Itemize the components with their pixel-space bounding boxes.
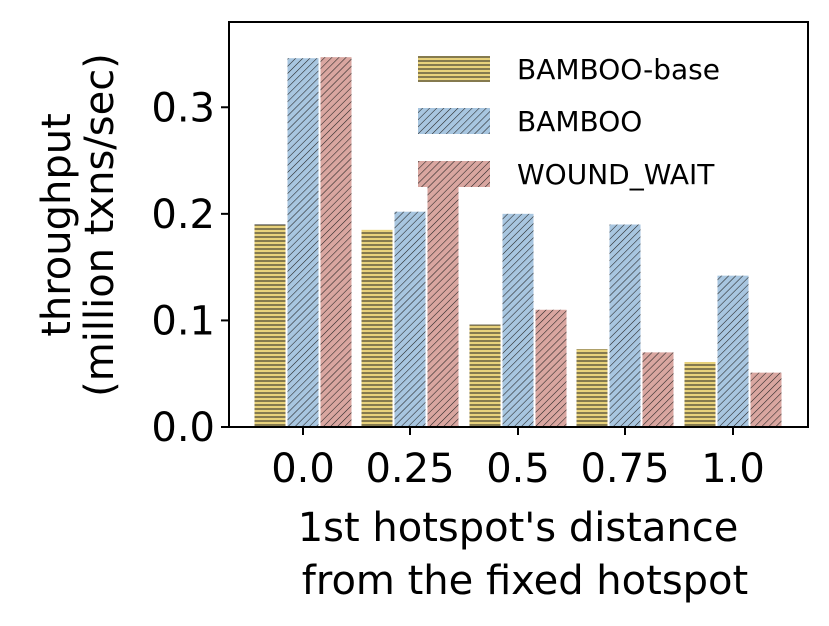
- legend-swatch-hatch: [418, 108, 490, 134]
- bar-hatch: [287, 58, 319, 427]
- x-axis-title: 1st hotspot's distance from the fixed ho…: [298, 505, 749, 604]
- bars-group: [254, 57, 782, 427]
- y-axis-title: throughput (million txns/sec): [34, 53, 123, 397]
- y-tick-label: 0.0: [151, 405, 215, 451]
- bar-hatch: [427, 169, 459, 427]
- bar-hatch: [684, 361, 716, 427]
- bar-hatch: [535, 309, 567, 427]
- x-tick-label: 0.25: [365, 446, 454, 492]
- bar-hatch: [254, 224, 286, 427]
- bar-hatch: [717, 275, 749, 427]
- bar-hatch: [609, 224, 641, 427]
- y-tick-label: 0.1: [151, 298, 215, 344]
- x-tick-label: 0.0: [271, 446, 335, 492]
- x-tick-label: 0.75: [580, 446, 669, 492]
- y-tick-label: 0.3: [151, 85, 215, 131]
- y-axis: 0.0 0.1 0.2 0.3: [151, 85, 229, 451]
- x-axis-title-line2: from the fixed hotspot: [302, 558, 748, 604]
- x-axis-title-line1: 1st hotspot's distance: [298, 505, 739, 551]
- legend-swatch-hatch: [418, 56, 490, 82]
- legend-swatch-hatch: [418, 161, 490, 187]
- x-axis: 0.0 0.25 0.5 0.75 1.0: [271, 427, 765, 492]
- y-axis-title-line1: throughput: [34, 113, 80, 337]
- y-axis-title-line2: (million txns/sec): [77, 53, 123, 397]
- y-tick-label: 0.2: [151, 192, 215, 238]
- legend-label: BAMBOO: [517, 105, 642, 138]
- x-tick-label: 1.0: [701, 446, 765, 492]
- bar-hatch: [576, 349, 608, 427]
- bar-hatch: [502, 213, 534, 427]
- legend-label: BAMBOO-base: [517, 53, 720, 86]
- legend: BAMBOO-base BAMBOO WOUND_WAIT: [418, 53, 720, 191]
- bar-hatch: [394, 211, 426, 427]
- bar-hatch: [642, 352, 674, 427]
- bar-hatch: [320, 57, 352, 427]
- bar-hatch: [750, 372, 782, 427]
- bar-hatch: [469, 324, 501, 427]
- legend-label: WOUND_WAIT: [517, 158, 715, 191]
- bar-hatch: [361, 229, 393, 427]
- x-tick-label: 0.5: [486, 446, 550, 492]
